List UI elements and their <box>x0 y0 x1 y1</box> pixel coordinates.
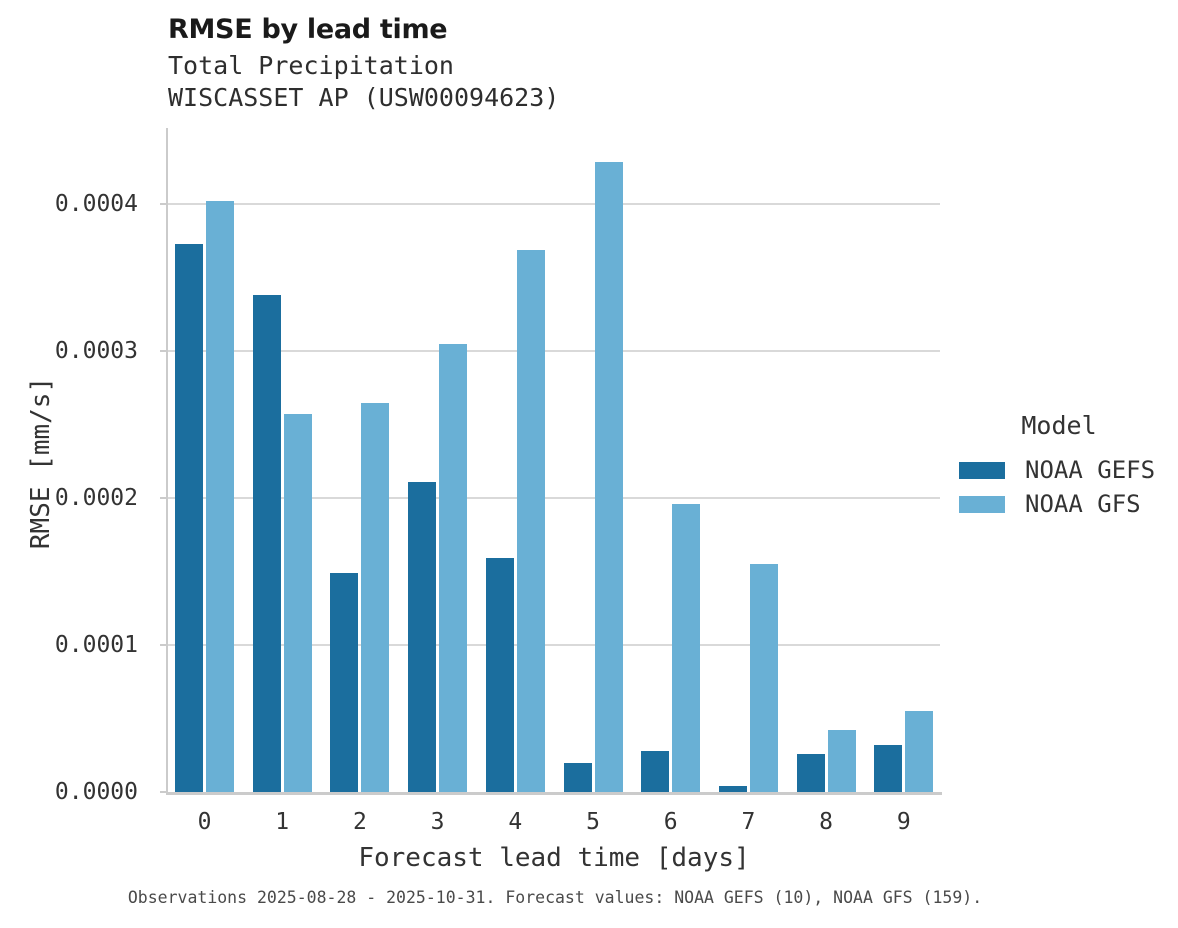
x-tick-label-6: 6 <box>663 809 678 835</box>
x-tick-label-7: 7 <box>741 809 756 835</box>
y-axis-spine <box>166 128 168 792</box>
chart-subtitle: Total Precipitation WISCASSET AP (USW000… <box>168 50 559 114</box>
gridline-0.0001 <box>168 644 940 647</box>
legend: Model NOAA GEFS NOAA GFS <box>959 411 1159 521</box>
bar-noaa-gfs-lead-2 <box>361 402 390 792</box>
legend-entry-noaa-gefs: NOAA GEFS <box>959 453 1159 487</box>
bar-noaa-gfs-lead-9 <box>905 711 934 792</box>
x-tick-label-4: 4 <box>508 809 523 835</box>
bar-noaa-gefs-lead-8 <box>796 753 825 792</box>
y-tick-0.0003 <box>160 350 166 353</box>
x-tick-label-2: 2 <box>352 809 367 835</box>
x-tick-label-1: 1 <box>275 809 290 835</box>
legend-items: NOAA GEFS NOAA GFS <box>959 453 1159 521</box>
bar-noaa-gefs-lead-7 <box>718 786 747 792</box>
x-tick-label-3: 3 <box>430 809 445 835</box>
plot-area <box>168 128 940 792</box>
bar-noaa-gfs-lead-3 <box>439 343 468 792</box>
legend-entry-noaa-gfs: NOAA GFS <box>959 487 1159 521</box>
subtitle-variable: Total Precipitation <box>168 51 454 80</box>
bar-noaa-gfs-lead-6 <box>672 504 701 792</box>
bar-noaa-gefs-lead-2 <box>330 573 359 792</box>
chart-title: RMSE by lead time <box>168 14 448 45</box>
y-tick-label-0.0001: 0.0001 <box>54 632 138 659</box>
y-axis-title: RMSE [mm/s] <box>26 376 56 550</box>
bar-noaa-gefs-lead-9 <box>874 745 903 792</box>
y-tick-label-0.0002: 0.0002 <box>54 485 138 512</box>
gridline-0.0003 <box>168 350 940 353</box>
bar-noaa-gfs-lead-4 <box>516 249 545 792</box>
x-axis-title: Forecast lead time [days] <box>358 843 750 873</box>
bar-noaa-gefs-lead-0 <box>175 244 203 792</box>
x-tick-label-0: 0 <box>197 809 212 835</box>
bar-noaa-gefs-lead-5 <box>563 762 592 792</box>
bar-noaa-gefs-lead-1 <box>252 295 281 792</box>
chart-caption: Observations 2025-08-28 - 2025-10-31. Fo… <box>127 888 983 907</box>
bar-noaa-gfs-lead-1 <box>283 414 312 792</box>
x-tick-label-9: 9 <box>896 809 911 835</box>
subtitle-station: WISCASSET AP (USW00094623) <box>168 83 560 112</box>
legend-label-noaa-gefs: NOAA GEFS <box>1025 456 1156 484</box>
legend-swatch-noaa-gfs <box>959 495 1005 513</box>
y-tick-0.0001 <box>160 644 166 647</box>
y-tick-label-0.0000: 0.0000 <box>54 779 138 805</box>
x-tick-label-8: 8 <box>819 809 834 835</box>
bar-noaa-gfs-lead-7 <box>749 564 778 792</box>
bar-noaa-gefs-lead-6 <box>641 750 670 792</box>
bar-noaa-gfs-lead-8 <box>827 730 856 792</box>
gridline-0.0002 <box>168 497 940 500</box>
y-tick-0.0004 <box>160 203 166 206</box>
legend-title: Model <box>1021 411 1097 440</box>
y-tick-label-0.0004: 0.0004 <box>54 191 138 218</box>
bar-noaa-gefs-lead-4 <box>485 558 514 792</box>
bar-noaa-gfs-lead-0 <box>206 201 234 792</box>
legend-label-noaa-gfs: NOAA GFS <box>1025 490 1141 518</box>
bar-noaa-gefs-lead-3 <box>408 482 437 792</box>
gridline-0.0004 <box>168 203 940 206</box>
y-tick-label-0.0003: 0.0003 <box>54 338 138 365</box>
legend-swatch-noaa-gefs <box>959 461 1005 479</box>
y-tick-0.0000 <box>160 791 166 793</box>
x-axis-baseline <box>166 792 942 795</box>
y-tick-0.0002 <box>160 497 166 500</box>
bar-noaa-gfs-lead-5 <box>594 161 623 792</box>
x-tick-label-5: 5 <box>586 809 600 835</box>
